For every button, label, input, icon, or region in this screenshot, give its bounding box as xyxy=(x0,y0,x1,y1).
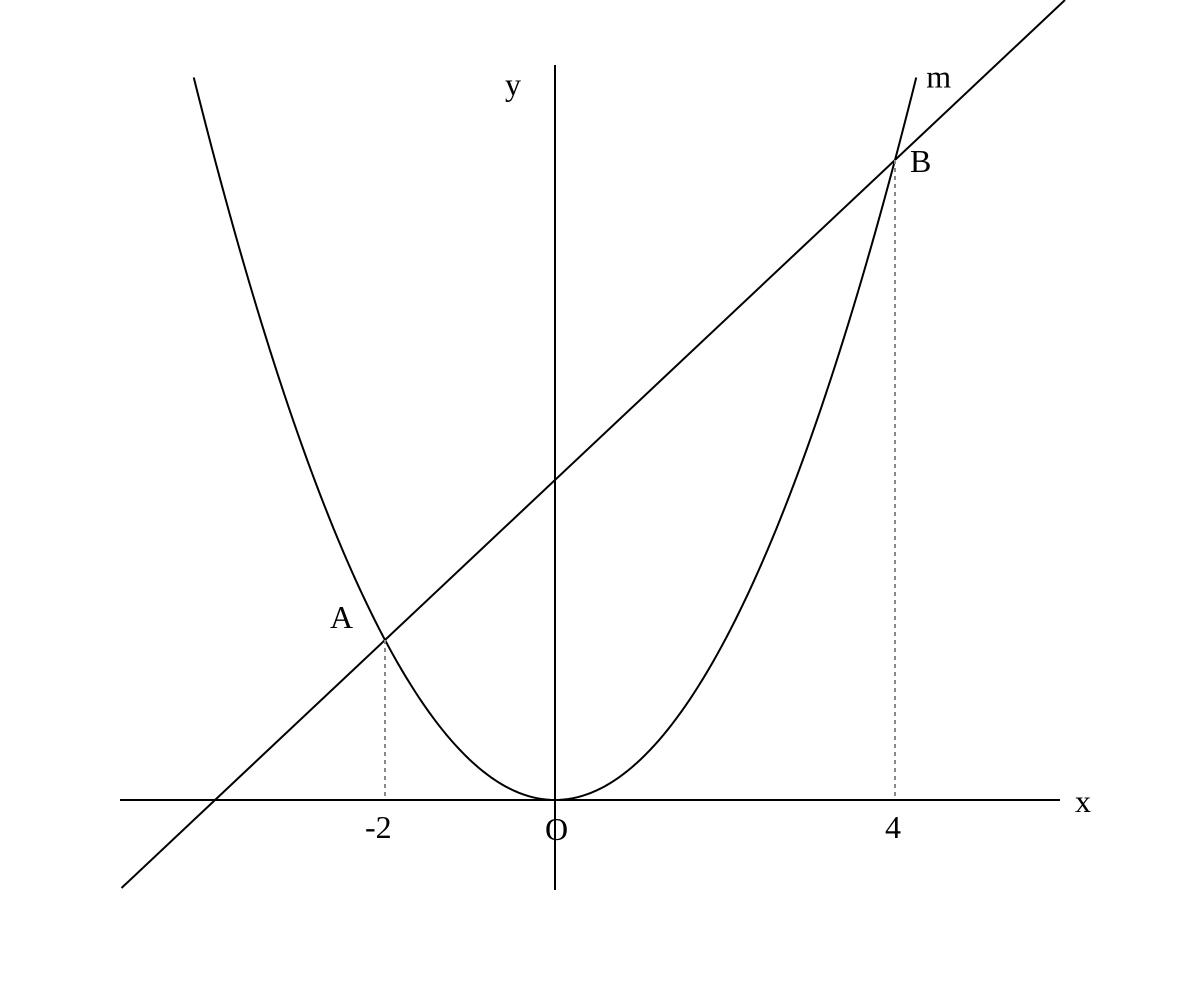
diagram-container: yxOm直線①A-2B4 xyxy=(0,0,1200,1000)
point-b-label: B xyxy=(910,143,931,179)
y-axis-label: y xyxy=(505,66,521,102)
line-1 xyxy=(122,0,1066,888)
parabola-label: m xyxy=(926,59,951,95)
math-graph: yxOm直線①A-2B4 xyxy=(0,0,1200,1000)
x-axis-label: x xyxy=(1075,783,1091,819)
tick-label-4: 4 xyxy=(885,809,901,845)
tick-label-neg2: -2 xyxy=(365,809,392,845)
origin-label: O xyxy=(545,811,568,847)
point-a-label: A xyxy=(330,599,353,635)
